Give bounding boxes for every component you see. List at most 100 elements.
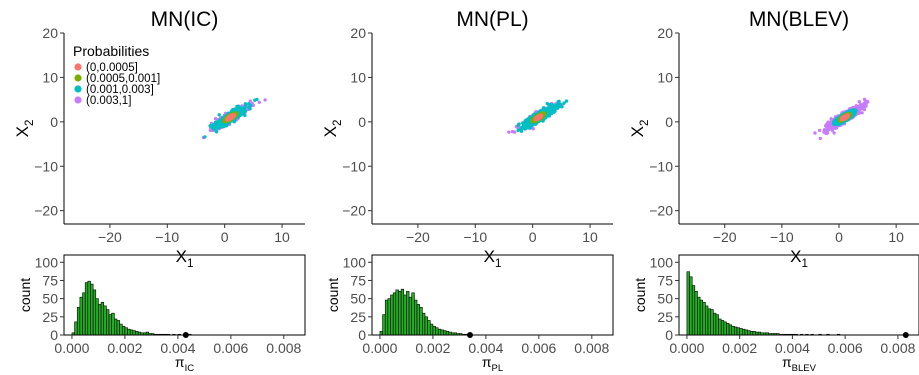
x-tick-label: 0.008 bbox=[880, 340, 915, 356]
histogram-bar bbox=[124, 327, 128, 336]
scatter-point bbox=[547, 107, 551, 112]
scatter-point bbox=[813, 131, 817, 135]
histogram-bar bbox=[84, 282, 89, 336]
panel-title: MN(PL) bbox=[456, 8, 528, 31]
x-tick-label: 0 bbox=[221, 229, 229, 245]
x-tick-label: 10 bbox=[888, 229, 904, 245]
y-tick-label: 10 bbox=[42, 69, 58, 85]
histogram-bar bbox=[145, 331, 150, 336]
y-tick-label: 75 bbox=[42, 272, 58, 288]
histogram-bar bbox=[121, 325, 126, 336]
histogram-bars bbox=[379, 288, 471, 336]
scatter-point bbox=[818, 136, 822, 141]
x-axis-label: πIC bbox=[175, 354, 194, 374]
x-axis-label: πPL bbox=[482, 354, 503, 374]
scatter-point bbox=[557, 105, 561, 109]
histogram-bar bbox=[699, 299, 704, 336]
y-tick-label: 20 bbox=[42, 25, 58, 41]
y-tick-label: −10 bbox=[342, 158, 366, 174]
x-axis-label: X1 bbox=[176, 247, 194, 270]
histogram-bar bbox=[741, 328, 746, 336]
scatter-point bbox=[213, 117, 218, 121]
scatter-point bbox=[857, 100, 861, 104]
x-tick-label: 10 bbox=[582, 229, 598, 245]
y-tick-label: 50 bbox=[657, 291, 673, 307]
scatter-point bbox=[208, 124, 212, 128]
legend-entry: (0.0005,0.001] bbox=[86, 73, 160, 85]
x-tick-label: 0 bbox=[529, 229, 537, 245]
x-tick-label: −10 bbox=[770, 229, 794, 245]
y-tick-label: 20 bbox=[657, 25, 673, 41]
x-tick-label: −20 bbox=[713, 229, 737, 245]
scatter-point bbox=[545, 101, 549, 106]
histogram-bar bbox=[744, 329, 748, 336]
x-tick-label: 0.002 bbox=[722, 340, 757, 356]
scatter-point bbox=[558, 102, 562, 106]
scatter-point bbox=[225, 117, 229, 121]
scatter-point bbox=[253, 98, 257, 102]
scatter-point bbox=[536, 116, 541, 120]
scatter-point bbox=[243, 113, 247, 118]
max-point-marker bbox=[902, 332, 909, 338]
scatter-point bbox=[862, 101, 866, 106]
histogram-bar bbox=[757, 331, 762, 336]
histogram-bar bbox=[448, 331, 452, 336]
scatter-point bbox=[510, 129, 515, 134]
histogram-bar bbox=[106, 309, 110, 336]
scatter-point bbox=[526, 120, 530, 125]
histogram-bar bbox=[411, 292, 415, 336]
scatter-point bbox=[211, 125, 216, 129]
histogram-bar bbox=[697, 296, 701, 336]
x-tick-label: 0.004 bbox=[468, 340, 503, 356]
scatter-point bbox=[519, 129, 524, 133]
histogram-bar bbox=[424, 316, 428, 336]
y-tick-label: 10 bbox=[350, 69, 366, 85]
histogram-bar bbox=[427, 320, 431, 336]
histogram-bar bbox=[736, 327, 740, 336]
scatter-point bbox=[826, 120, 831, 124]
x-tick-label: 0.006 bbox=[828, 340, 863, 356]
histogram-bar bbox=[98, 304, 102, 336]
histogram-bar bbox=[384, 299, 389, 336]
histogram-panel-1: 0 25 50 75 100 0.000 0.002 0.004 0.006 0.008 πIC co… bbox=[17, 254, 306, 374]
scatter-panel-1: MN(IC) −20 −10 0 10 20 −20 −10 0 10 X1 X2 Probabilit… bbox=[13, 8, 305, 270]
histogram-bar bbox=[95, 298, 99, 336]
histogram-bar bbox=[755, 331, 759, 336]
scatter-point bbox=[854, 109, 858, 113]
scatter-point bbox=[248, 107, 252, 111]
histogram-panel-2: 0 25 50 75 100 0.000 0.002 0.004 0.006 0.008 πPL co… bbox=[325, 254, 614, 374]
scatter-point bbox=[224, 124, 228, 128]
histogram-bar bbox=[419, 307, 423, 336]
x-tick-label: 0.000 bbox=[54, 340, 89, 356]
histogram-bar bbox=[686, 271, 690, 336]
legend-swatch bbox=[74, 63, 82, 71]
scatter-point bbox=[829, 121, 833, 125]
scatter-point bbox=[864, 104, 868, 108]
histogram-bar bbox=[135, 331, 139, 336]
scatter-point bbox=[557, 99, 561, 104]
y-tick-label: 0 bbox=[358, 327, 366, 343]
x-axis-label: X1 bbox=[790, 247, 808, 270]
x-tick-label: −20 bbox=[406, 229, 430, 245]
histogram-bar bbox=[728, 324, 733, 336]
scatter-point bbox=[517, 122, 521, 126]
scatter-point bbox=[817, 128, 822, 133]
scatter-point bbox=[248, 99, 252, 103]
scatter-point bbox=[844, 115, 848, 119]
histogram-bar bbox=[715, 314, 719, 336]
histogram-bars bbox=[71, 280, 192, 336]
scatter-point bbox=[235, 104, 239, 109]
scatter-point bbox=[216, 126, 220, 130]
y-tick-label: 10 bbox=[657, 69, 673, 85]
histogram-bar bbox=[723, 321, 727, 336]
scatter-point bbox=[248, 103, 253, 108]
x-axis-label: πBLEV bbox=[782, 354, 817, 374]
scatter-point bbox=[823, 129, 827, 133]
scatter-point bbox=[828, 124, 832, 128]
x-tick-label: 0.006 bbox=[521, 340, 556, 356]
histogram-bar bbox=[691, 285, 696, 336]
histogram-bar bbox=[108, 314, 112, 336]
y-tick-label: 25 bbox=[350, 309, 366, 325]
histogram-bar bbox=[379, 331, 383, 336]
x-tick-label: 0.008 bbox=[574, 340, 609, 356]
